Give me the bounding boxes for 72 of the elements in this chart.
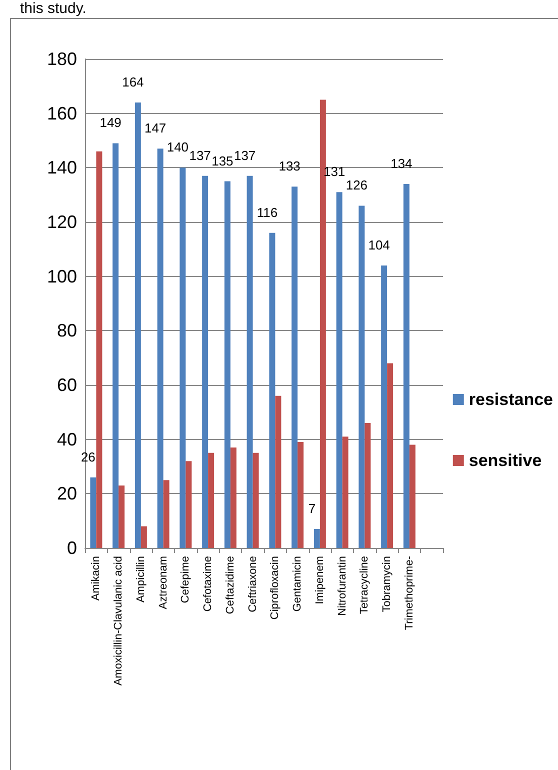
bar — [336, 192, 342, 548]
data-label: 149 — [100, 115, 122, 130]
bar — [224, 181, 230, 548]
x-tick-label: Tobramycin — [381, 556, 394, 612]
data-label: 137 — [234, 148, 256, 163]
x-tick-label: Nitrofurantin — [336, 556, 348, 616]
x-tick-label: Gentamicin — [292, 556, 304, 612]
bar — [381, 265, 388, 548]
x-tick-label: Tetracycline — [358, 556, 371, 614]
bar — [342, 436, 348, 548]
y-tick-label: 100 — [46, 266, 77, 286]
bar — [90, 477, 96, 548]
y-tick-label: 140 — [46, 158, 77, 178]
y-tick-label: 160 — [46, 103, 77, 124]
x-tick-label: Aztreonam — [157, 556, 170, 610]
x-tick-label: Ceftriaxone — [246, 556, 259, 612]
bar — [163, 480, 170, 548]
bar — [202, 176, 208, 548]
bar — [208, 452, 214, 548]
x-tick-label: Amoxicillin-Clavulanic acid — [112, 556, 125, 686]
y-tick-label: 0 — [66, 538, 77, 558]
legend-label: sensitive — [468, 451, 542, 470]
data-label: 126 — [346, 178, 368, 193]
x-tick-label: Ciprofloxacin — [269, 556, 282, 620]
bar — [292, 186, 298, 548]
bar — [364, 423, 371, 548]
bar — [320, 100, 326, 548]
bar — [180, 168, 186, 548]
bar — [403, 184, 410, 548]
bar — [387, 363, 394, 548]
bar — [186, 461, 192, 548]
legend-label: resistance — [468, 390, 554, 409]
bar — [157, 148, 164, 548]
y-tick-label: 20 — [56, 484, 77, 504]
x-tick-label: Ceftazidime — [224, 556, 236, 614]
bar — [409, 444, 416, 548]
x-tick-label: Trimethoprime- — [403, 556, 416, 630]
data-label: 104 — [368, 237, 390, 252]
y-tick-label: 120 — [46, 212, 77, 232]
bar — [252, 452, 259, 548]
data-label: 7 — [308, 500, 316, 516]
bar — [118, 486, 125, 548]
x-tick-label: Amikacin — [90, 556, 102, 601]
y-tick-label: 40 — [56, 429, 77, 450]
bar — [230, 447, 236, 548]
bar — [358, 206, 365, 548]
data-label: 26 — [80, 449, 96, 464]
bar — [246, 176, 253, 548]
data-label: 133 — [278, 158, 300, 174]
bar — [112, 143, 119, 548]
bar — [298, 442, 304, 548]
data-label: 134 — [390, 156, 412, 171]
data-label: 140 — [166, 140, 189, 155]
y-tick-label: 60 — [56, 375, 77, 395]
bar — [314, 528, 320, 548]
x-tick-label: Cefepime — [180, 556, 192, 604]
data-label: 164 — [122, 74, 144, 90]
bar — [269, 232, 276, 548]
x-tick-label: Ampicillin — [134, 556, 147, 602]
x-tick-label: Imipenem — [314, 556, 326, 604]
bar — [134, 102, 141, 548]
x-tick-label: Cefotaxime — [202, 556, 214, 612]
text: this study. — [20, 0, 86, 17]
data-label: 116 — [256, 204, 278, 220]
data-label: 135 — [212, 153, 234, 168]
data-label: 147 — [144, 120, 166, 136]
bar — [96, 151, 102, 548]
bar — [140, 526, 147, 548]
data-label: 137 — [189, 148, 211, 163]
y-tick-label: 80 — [56, 320, 77, 341]
y-tick-label: 180 — [46, 49, 77, 69]
bar — [275, 396, 282, 548]
